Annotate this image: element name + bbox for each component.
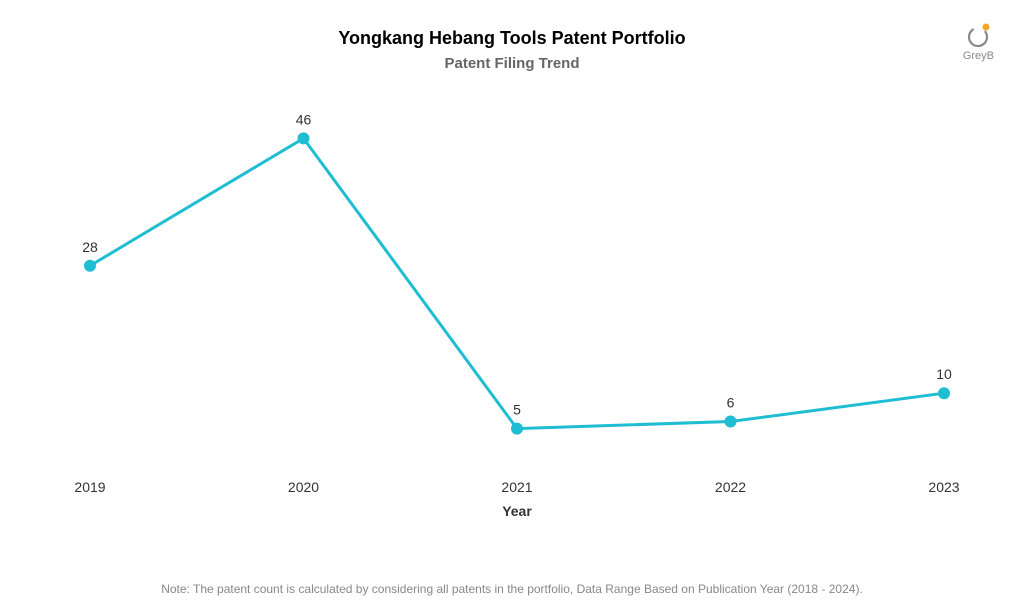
data-point xyxy=(84,260,96,272)
x-tick-label: 2019 xyxy=(74,479,105,495)
x-axis-title: Year xyxy=(502,503,532,519)
data-point xyxy=(511,423,523,435)
data-point xyxy=(938,387,950,399)
x-tick-label: 2021 xyxy=(501,479,532,495)
chart-title: Yongkang Hebang Tools Patent Portfolio xyxy=(40,28,984,49)
x-tick-label: 2020 xyxy=(288,479,319,495)
x-tick-label: 2022 xyxy=(715,479,746,495)
line-chart-svg: 28 2019 46 2020 5 2021 6 2022 10 2023 Year xyxy=(70,85,964,519)
data-label: 28 xyxy=(82,239,98,255)
data-point xyxy=(725,416,737,428)
plot-area: 28 2019 46 2020 5 2021 6 2022 10 2023 Year xyxy=(70,85,964,519)
x-tick-label: 2023 xyxy=(928,479,959,495)
brand-logo: GreyB xyxy=(963,22,994,62)
data-label: 5 xyxy=(513,402,521,418)
data-label: 10 xyxy=(936,366,952,382)
chart-subtitle: Patent Filing Trend xyxy=(40,55,984,72)
data-point xyxy=(298,132,310,144)
data-label: 6 xyxy=(727,395,735,411)
trend-line xyxy=(90,138,944,428)
logo-text: GreyB xyxy=(963,50,994,62)
chart-footnote: Note: The patent count is calculated by … xyxy=(0,582,1024,596)
logo-icon xyxy=(965,22,991,48)
data-label: 46 xyxy=(296,111,312,127)
